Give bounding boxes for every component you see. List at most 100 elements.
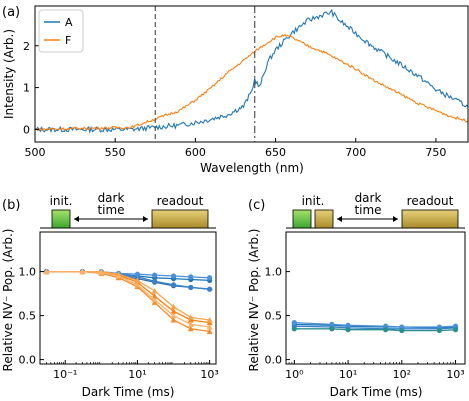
panel-b-xticks: 10⁻¹ 10¹ 10³ (39, 360, 219, 381)
panel-a-series (35, 8, 468, 134)
series-3-point-4 (134, 271, 141, 277)
series-7-point-2 (98, 269, 105, 275)
series-7-point-5 (151, 296, 158, 303)
panel-c-xlabel: Dark Time (ms) (330, 385, 423, 399)
xtick-label-10: 10¹ (339, 368, 357, 381)
panel-a-ylabel: Intensity (Arb.) (2, 29, 16, 119)
series-3-point-4 (399, 327, 405, 334)
panel-c-axes (285, 231, 466, 365)
init-block-green (292, 209, 312, 229)
series-6-point-6 (170, 303, 177, 310)
init-block (51, 209, 71, 229)
panel-c-xticks: 10⁰ 10¹ 10² 10³ (285, 360, 465, 381)
series-3-point-5 (436, 327, 442, 334)
xtick-label-500: 500 (25, 146, 46, 159)
panel-c-yticks: 0.0 0.5 1.0 (265, 266, 290, 367)
series-3-point-6 (452, 327, 459, 333)
series-3-point-7 (188, 274, 194, 280)
ytick-label-2: 2 (23, 40, 30, 53)
xtick-label-550: 550 (105, 146, 126, 159)
ytick-label-0.0: 0.0 (265, 354, 283, 367)
series-3-point-5 (152, 272, 158, 278)
series-6-point-8 (206, 317, 213, 323)
ytick-label-0.5: 0.5 (265, 310, 283, 323)
series-2-point-1 (329, 321, 335, 327)
panel-c-label: (c) (248, 198, 265, 213)
series-2-point-8 (207, 286, 213, 292)
series-3-point-2 (345, 327, 351, 333)
panel-a-legend: A F (38, 9, 84, 53)
panel-a-xlabel: Wavelength (nm) (200, 161, 304, 175)
legend-label-a: A (65, 16, 73, 29)
series-2-point-0 (291, 320, 297, 326)
panel-b-yticks: 0.0 0.5 1.0 (19, 266, 44, 367)
xtick-label-650: 650 (265, 146, 286, 159)
panel-c-series (291, 320, 459, 334)
panel-b-sequence: init. readout dark time (40, 191, 216, 229)
ytick-label-0: 0 (23, 123, 30, 136)
series-2-point-7 (188, 284, 194, 291)
dark-label-c: dark (355, 191, 382, 205)
series-3-point-6 (170, 273, 177, 279)
panel-a-axes (34, 5, 469, 143)
series-7-point-6 (170, 312, 177, 319)
series-7-point-4 (134, 281, 141, 288)
series-6-point-7 (187, 314, 194, 320)
time-label-c: time (354, 203, 381, 217)
series-7-point-3 (115, 273, 122, 279)
series-line-f (35, 33, 468, 132)
ytick-label-1.0: 1.0 (19, 266, 37, 279)
series-2-point-2 (345, 322, 351, 328)
legend-label-f: F (65, 34, 71, 47)
series-7-point-8 (206, 324, 213, 330)
series-4-point-6 (170, 308, 177, 314)
xtick-label-1000: 10³ (446, 368, 464, 381)
series-3-point-1 (329, 326, 335, 332)
panel-a-yticks: 0 1 2 (23, 40, 39, 136)
xtick-label-750: 750 (425, 146, 446, 159)
xtick-label-0.1: 10⁻¹ (53, 368, 77, 381)
readout-label: readout (157, 194, 204, 208)
readout-block-c (401, 209, 459, 229)
panel-b-ylabel: Relative NV⁻ Pop. (Arb.) (1, 229, 15, 372)
ytick-label-0.5: 0.5 (19, 310, 37, 323)
panel-b-xlabel: Dark Time (ms) (82, 385, 175, 399)
series-7-point-1 (79, 268, 86, 275)
xtick-label-1: 10⁰ (285, 368, 304, 381)
series-2-point-5 (152, 278, 158, 284)
series-7-line (46, 270, 210, 328)
series-5-point-6 (170, 317, 177, 323)
ytick-label-0.0: 0.0 (19, 354, 37, 367)
series-6-point-4 (134, 277, 141, 283)
panel-a-label: (a) (2, 5, 20, 20)
xtick-label-100: 10² (393, 368, 411, 381)
series-7-point-0 (43, 268, 50, 275)
series-line-a (35, 8, 468, 134)
time-label: time (97, 203, 124, 217)
xtick-label-600: 600 (185, 146, 206, 159)
init-label: init. (50, 194, 73, 208)
xtick-label-1000: 10³ (200, 368, 218, 381)
series-3-point-8 (207, 275, 213, 281)
init-block-gold (314, 209, 334, 229)
init-label-c: init. (302, 194, 325, 208)
series-5-point-7 (187, 325, 194, 332)
readout-label-c: readout (407, 194, 454, 208)
panel-a-xticks: 500 550 600 650 700 750 (25, 138, 446, 159)
panel-b-series (43, 268, 213, 334)
ytick-label-1: 1 (23, 82, 30, 95)
xtick-label-700: 700 (345, 146, 366, 159)
panel-b-axes (39, 231, 217, 365)
series-3-point-3 (383, 327, 389, 333)
xtick-label-10: 10¹ (128, 368, 146, 381)
panel-b-label: (b) (2, 198, 20, 213)
series-3-point-0 (291, 326, 297, 332)
readout-block (151, 209, 209, 229)
ytick-label-1.0: 1.0 (265, 266, 283, 279)
series-6-point-5 (151, 287, 158, 294)
panel-a-vlines (154, 6, 256, 142)
panel-c-sequence: init. readout dark time (286, 191, 465, 229)
panel-c-ylabel: Relative NV⁻ Pop. (Arb.) (247, 229, 261, 372)
series-7-point-7 (187, 321, 194, 327)
